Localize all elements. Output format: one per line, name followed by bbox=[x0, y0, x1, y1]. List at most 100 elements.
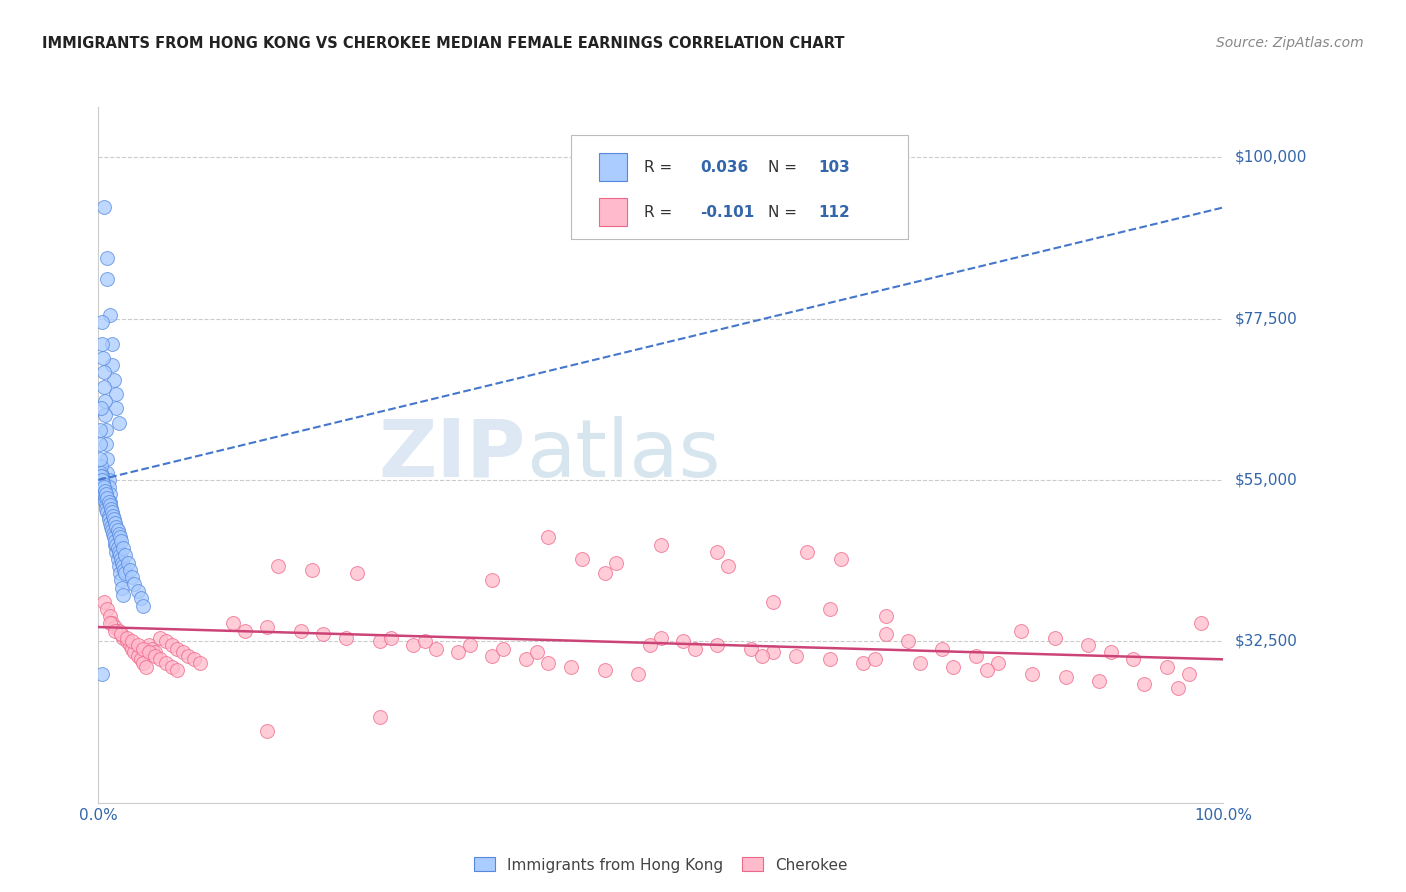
Point bbox=[111, 581, 134, 595]
Point bbox=[103, 373, 125, 387]
Point bbox=[683, 641, 706, 656]
Point bbox=[129, 652, 152, 666]
Point bbox=[526, 645, 548, 659]
Text: R =: R = bbox=[644, 160, 678, 175]
Point bbox=[492, 641, 515, 656]
Point bbox=[105, 545, 128, 559]
Point bbox=[172, 645, 194, 659]
Point bbox=[127, 648, 149, 663]
Point bbox=[96, 451, 118, 466]
Point bbox=[1054, 670, 1077, 684]
Point bbox=[90, 473, 112, 487]
Point bbox=[852, 656, 875, 670]
Point bbox=[100, 519, 122, 533]
Point bbox=[90, 315, 112, 329]
Point bbox=[818, 652, 841, 666]
Point bbox=[976, 663, 998, 677]
Point bbox=[93, 595, 115, 609]
Point bbox=[98, 498, 121, 512]
Point bbox=[96, 602, 118, 616]
Point bbox=[124, 577, 146, 591]
Point bbox=[91, 351, 114, 365]
Point bbox=[124, 645, 146, 659]
Point bbox=[110, 533, 132, 548]
Point bbox=[751, 648, 773, 663]
Text: N =: N = bbox=[768, 160, 801, 175]
Point bbox=[785, 648, 807, 663]
Point bbox=[97, 494, 120, 508]
Point bbox=[103, 530, 125, 544]
Point bbox=[107, 559, 129, 574]
Point bbox=[537, 656, 560, 670]
Point bbox=[94, 483, 117, 498]
Point bbox=[96, 423, 118, 437]
Point bbox=[267, 559, 290, 574]
Point bbox=[111, 556, 134, 570]
Point bbox=[103, 523, 125, 537]
Point bbox=[312, 627, 335, 641]
Text: ZIP: ZIP bbox=[378, 416, 526, 494]
Point bbox=[166, 641, 188, 656]
Point bbox=[380, 631, 402, 645]
Point bbox=[104, 533, 127, 548]
Point bbox=[593, 566, 616, 581]
Text: 112: 112 bbox=[818, 205, 851, 220]
Point bbox=[98, 494, 121, 508]
Point bbox=[875, 609, 897, 624]
Point bbox=[301, 563, 323, 577]
Legend: Immigrants from Hong Kong, Cherokee: Immigrants from Hong Kong, Cherokee bbox=[468, 851, 853, 879]
Point bbox=[717, 559, 740, 574]
Point bbox=[101, 616, 124, 631]
Point bbox=[112, 588, 135, 602]
Point bbox=[104, 624, 127, 638]
Point bbox=[112, 559, 135, 574]
Point bbox=[90, 473, 112, 487]
Point bbox=[571, 552, 593, 566]
Point bbox=[1156, 659, 1178, 673]
FancyBboxPatch shape bbox=[599, 153, 627, 181]
Point bbox=[94, 394, 117, 409]
Point bbox=[94, 491, 117, 505]
Point bbox=[97, 473, 120, 487]
Point bbox=[114, 566, 136, 581]
Point bbox=[108, 530, 131, 544]
Point bbox=[593, 663, 616, 677]
Point bbox=[515, 652, 537, 666]
Point bbox=[90, 469, 112, 483]
Point bbox=[706, 638, 728, 652]
Text: IMMIGRANTS FROM HONG KONG VS CHEROKEE MEDIAN FEMALE EARNINGS CORRELATION CHART: IMMIGRANTS FROM HONG KONG VS CHEROKEE ME… bbox=[42, 36, 845, 51]
Point bbox=[105, 538, 128, 552]
Point bbox=[987, 656, 1010, 670]
Point bbox=[155, 634, 177, 648]
Point bbox=[942, 659, 965, 673]
Text: R =: R = bbox=[644, 205, 678, 220]
Point bbox=[335, 631, 357, 645]
Point bbox=[101, 508, 124, 523]
Point bbox=[96, 272, 118, 286]
Point bbox=[1122, 652, 1144, 666]
Point bbox=[650, 631, 672, 645]
Text: $100,000: $100,000 bbox=[1234, 150, 1306, 165]
Point bbox=[104, 516, 127, 530]
Point bbox=[96, 491, 118, 505]
Point bbox=[118, 563, 141, 577]
Point bbox=[101, 505, 124, 519]
Point bbox=[96, 505, 118, 519]
Point bbox=[96, 466, 118, 480]
Point bbox=[96, 251, 118, 265]
Point bbox=[110, 552, 132, 566]
Point bbox=[108, 566, 131, 581]
Point bbox=[107, 552, 129, 566]
Point bbox=[605, 556, 627, 570]
Point bbox=[93, 380, 115, 394]
Point bbox=[166, 663, 188, 677]
Point bbox=[101, 516, 124, 530]
Point bbox=[402, 638, 425, 652]
Text: N =: N = bbox=[768, 205, 801, 220]
Point bbox=[481, 574, 503, 588]
Point bbox=[96, 487, 118, 501]
Point bbox=[110, 627, 132, 641]
Point bbox=[101, 526, 124, 541]
Point bbox=[177, 648, 200, 663]
Point bbox=[138, 645, 160, 659]
